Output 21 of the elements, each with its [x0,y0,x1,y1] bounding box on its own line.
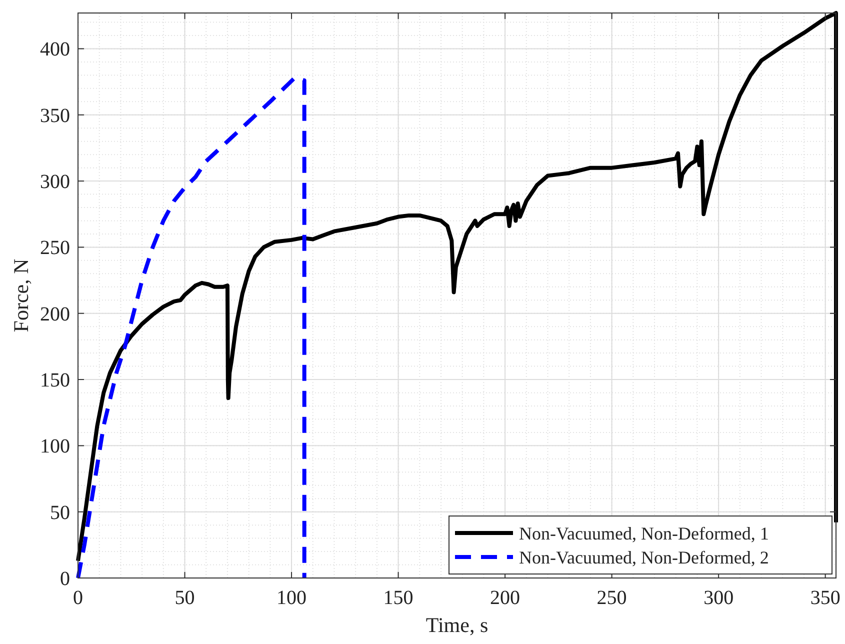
y-tick-label: 50 [50,502,70,524]
y-tick-label: 200 [40,303,70,326]
y-tick-label: 350 [40,104,70,127]
y-tick-label: 300 [40,171,70,194]
x-tick-label: 300 [704,587,734,609]
x-tick-label: 200 [490,587,520,609]
x-tick-label: 50 [174,587,195,609]
x-tick-label: 150 [383,587,414,609]
y-tick-label: 250 [40,237,70,260]
legend-label: Non-Vacuumed, Non-Deformed, 1 [519,523,769,544]
y-tick-label: 400 [40,38,70,61]
line-series [76,76,306,580]
x-tick-label: 350 [810,587,840,609]
x-tick-label: 100 [276,587,307,609]
x-axis-title: Time, s [426,613,488,637]
y-tick-label: 0 [60,568,70,590]
legend-label: Non-Vacuumed, Non-Deformed, 2 [519,547,769,568]
y-axis-title: Force, N [9,258,33,332]
x-tick-label: 250 [596,587,627,609]
y-tick-label: 100 [40,436,70,458]
y-tick-label: 150 [40,370,70,392]
